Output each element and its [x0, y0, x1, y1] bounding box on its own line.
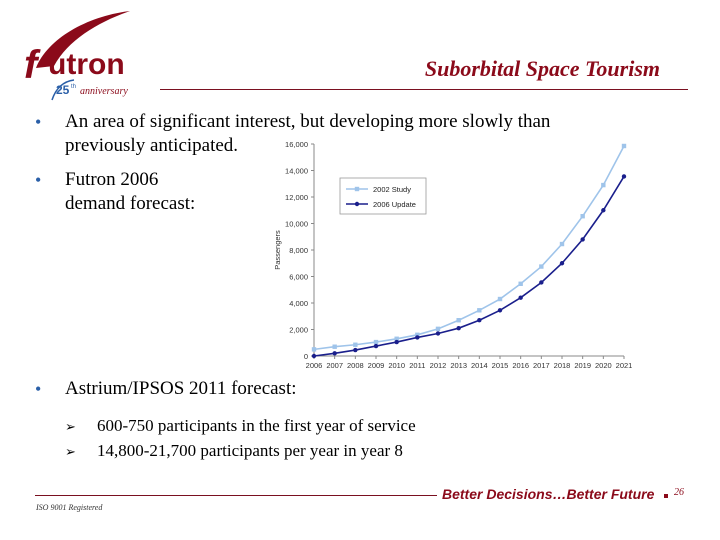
- sub-bullet-item: ➢ 14,800-21,700 participants per year in…: [65, 440, 403, 462]
- legend-box: [339, 177, 427, 215]
- data-point-square: [353, 342, 358, 347]
- footer-divider: [35, 495, 437, 496]
- x-tick-label: 2009: [368, 361, 385, 370]
- bullet-text-line: Astrium/IPSOS 2011 forecast:: [65, 378, 297, 399]
- data-point-square: [415, 332, 420, 337]
- y-axis-label: Passengers: [273, 230, 282, 270]
- bullet-item: • Futron 2006 demand forecast:: [35, 168, 196, 216]
- x-tick-label: 2018: [554, 361, 571, 370]
- data-point-square: [311, 347, 317, 352]
- data-point-circle: [353, 347, 358, 353]
- x-tick-label: 2021: [616, 361, 633, 370]
- y-tick-label: 12,000: [285, 193, 308, 202]
- bullet-icon: •: [35, 170, 42, 190]
- y-tick-label: 10,000: [285, 220, 308, 229]
- y-tick-label: 2,000: [289, 326, 308, 335]
- x-tick-label: 2020: [595, 361, 612, 370]
- series-line: [313, 145, 625, 351]
- x-tick-label: 2011: [409, 361, 425, 370]
- title-divider: [160, 89, 688, 90]
- sub-bullet-text: 14,800-21,700 participants per year in y…: [97, 441, 403, 460]
- y-tick-label: 14,000: [285, 167, 308, 176]
- sub-bullet-text: 600-750 participants in the first year o…: [97, 416, 416, 435]
- bullet-item: • Astrium/IPSOS 2011 forecast:: [35, 377, 297, 401]
- arrow-bullet-icon: ➢: [65, 419, 76, 434]
- x-tick-label: 2015: [492, 361, 509, 370]
- data-point-circle: [601, 208, 606, 213]
- logo-anniversary-word: anniversary: [80, 86, 128, 97]
- data-point-circle: [332, 351, 337, 356]
- bullet-icon: •: [35, 112, 42, 132]
- data-point-circle: [621, 174, 627, 179]
- data-point-circle: [539, 280, 544, 285]
- sub-bullet-item: ➢ 600-750 participants in the first year…: [65, 415, 416, 437]
- x-tick-label: 2017: [533, 361, 550, 370]
- data-point-circle: [559, 261, 565, 266]
- y-tick-label: 4,000: [289, 299, 308, 308]
- data-point-square: [332, 344, 337, 349]
- legend-swatch-marker: [354, 201, 360, 207]
- bullet-text-line: previously anticipated.: [65, 135, 239, 156]
- data-point-circle: [477, 318, 482, 323]
- logo-anniversary-number: 25: [56, 83, 70, 97]
- data-point-square: [456, 318, 461, 323]
- data-point-square: [477, 308, 482, 313]
- bullet-text-line: Futron 2006: [65, 169, 159, 190]
- series-line: [313, 176, 625, 357]
- x-tick-label: 2006: [306, 361, 323, 370]
- y-tick-label: 0: [304, 352, 308, 361]
- logo-brand-text: utron: [48, 48, 125, 81]
- bullet-text-line: An area of significant interest, but dev…: [65, 111, 551, 132]
- data-point-square: [497, 296, 503, 302]
- data-point-circle: [415, 335, 420, 340]
- data-point-square: [601, 182, 606, 188]
- page-marker-icon: [664, 494, 668, 498]
- x-tick-label: 2016: [512, 361, 529, 370]
- slide-title: Suborbital Space Tourism: [424, 56, 660, 81]
- x-tick-label: 2012: [430, 361, 447, 370]
- data-point-square: [559, 241, 565, 247]
- legend-label: 2006 Update: [373, 200, 416, 209]
- legend-swatch-marker: [354, 186, 360, 192]
- data-point-square: [435, 326, 441, 332]
- data-point-square: [394, 336, 399, 341]
- x-tick-label: 2014: [471, 361, 488, 370]
- logo-anniversary-swoosh: [51, 79, 75, 101]
- x-tick-label: 2013: [450, 361, 467, 370]
- x-tick-label: 2010: [388, 361, 405, 370]
- data-point-square: [580, 214, 585, 219]
- data-point-square: [518, 281, 523, 286]
- data-point-circle: [456, 325, 461, 331]
- footer-tagline: Better Decisions…Better Future: [442, 486, 655, 502]
- y-tick-label: 8,000: [289, 246, 308, 255]
- data-point-circle: [518, 295, 523, 300]
- x-tick-label: 2019: [574, 361, 591, 370]
- futron-logo: f utron 25 th anniversary: [24, 11, 130, 101]
- passenger-forecast-chart: 0 2,000 4,000 6,000 8,000 10,000 12,000 14,000 1…: [273, 140, 633, 370]
- page-number: 26: [674, 487, 684, 498]
- data-point-circle: [497, 308, 503, 313]
- data-point-circle: [580, 237, 585, 242]
- data-point-square: [373, 339, 379, 345]
- logo-anniversary-suffix: th: [71, 84, 76, 90]
- x-tick-label: 2008: [347, 361, 364, 370]
- bullet-item: • An area of significant interest, but d…: [35, 110, 551, 158]
- legend-label: 2002 Study: [373, 185, 411, 194]
- data-point-circle: [435, 331, 441, 336]
- y-tick-label: 16,000: [285, 140, 308, 149]
- iso-registration: ISO 9001 Registered: [36, 503, 103, 512]
- data-point-circle: [394, 339, 399, 345]
- data-point-square: [621, 143, 627, 149]
- arrow-bullet-icon: ➢: [65, 444, 76, 459]
- x-tick-label: 2007: [326, 361, 343, 370]
- y-tick-label: 6,000: [289, 273, 308, 282]
- data-point-circle: [311, 353, 317, 359]
- logo-f: f: [24, 43, 41, 87]
- data-point-circle: [373, 343, 379, 349]
- bullet-icon: •: [35, 379, 42, 399]
- bullet-text-line: demand forecast:: [65, 193, 196, 214]
- logo-swoosh: [36, 11, 130, 68]
- data-point-square: [539, 264, 544, 269]
